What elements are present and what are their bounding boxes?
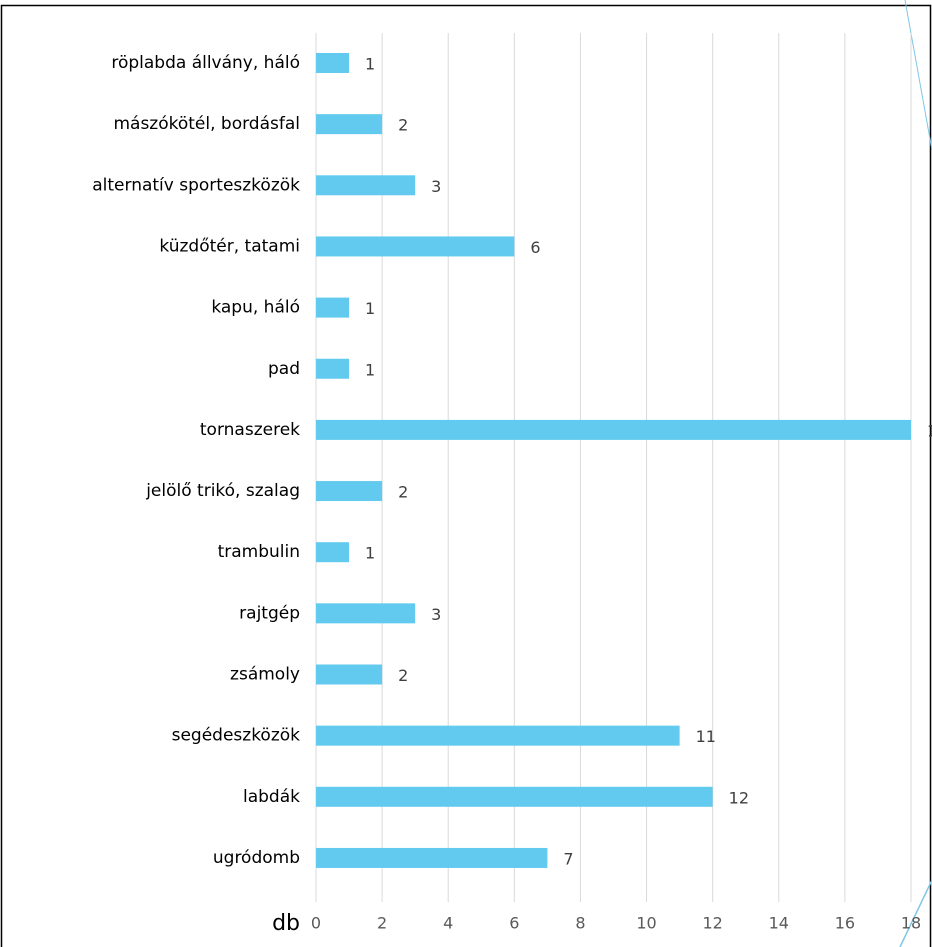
y-tick-label: pad: [268, 359, 300, 379]
bar: [316, 419, 911, 440]
value-label: 18: [927, 421, 932, 440]
value-label: 3: [431, 177, 441, 196]
value-label: 1: [365, 55, 375, 74]
x-tick-label: 0: [311, 914, 321, 933]
bar: [316, 603, 416, 624]
x-tick-label: 16: [835, 914, 855, 933]
y-tick-label: mászókötél, bordásfal: [113, 114, 300, 134]
y-tick-label: tornaszerek: [200, 420, 300, 440]
y-tick-label: kapu, háló: [211, 298, 300, 318]
y-tick-label: trambulin: [218, 542, 300, 562]
y-tick-label: alternatív sporteszközök: [92, 175, 300, 195]
value-label: 2: [398, 483, 408, 502]
y-tick-label: küzdőtér, tatami: [159, 236, 300, 256]
y-tick-label: labdák: [243, 787, 300, 807]
value-label: 2: [398, 116, 408, 135]
value-label: 3: [431, 605, 441, 624]
bar: [316, 175, 416, 196]
bar: [316, 358, 350, 379]
bar: [316, 236, 515, 257]
bar: [316, 786, 713, 807]
bar: [316, 481, 383, 502]
bar: [316, 664, 383, 685]
value-label: 1: [365, 360, 375, 379]
value-label: 2: [398, 666, 408, 685]
bar: [316, 114, 383, 135]
decoration: [899, 879, 932, 947]
value-label: 12: [729, 788, 749, 807]
y-tick-label: segédeszközök: [172, 726, 301, 746]
bar: [316, 53, 350, 73]
x-tick-label: 14: [769, 914, 789, 933]
y-tick-label: zsámoly: [230, 665, 300, 685]
x-tick-label: 4: [443, 914, 453, 933]
x-tick-label: 6: [509, 914, 519, 933]
value-label: 1: [365, 544, 375, 563]
value-label: 11: [696, 727, 716, 746]
bar: [316, 725, 680, 746]
x-tick-label: 2: [377, 914, 387, 933]
bar: [316, 542, 350, 563]
x-tick-label: 8: [575, 914, 585, 933]
y-tick-label: jelölő trikó, szalag: [145, 481, 300, 501]
y-tick-label: ugródomb: [213, 848, 300, 868]
y-tick-label: rajtgép: [239, 603, 300, 623]
value-label: 1: [365, 299, 375, 318]
value-label: 6: [530, 238, 540, 257]
x-tick-label: 10: [636, 914, 656, 933]
x-axis-label: db: [272, 911, 300, 936]
x-tick-label: 18: [901, 914, 921, 933]
decoration: [904, 0, 932, 151]
x-tick-label: 12: [702, 914, 722, 933]
value-label: 7: [563, 849, 573, 868]
bar: [316, 847, 548, 868]
y-tick-label: röplabda állvány, háló: [111, 53, 300, 73]
bar: [316, 297, 350, 318]
